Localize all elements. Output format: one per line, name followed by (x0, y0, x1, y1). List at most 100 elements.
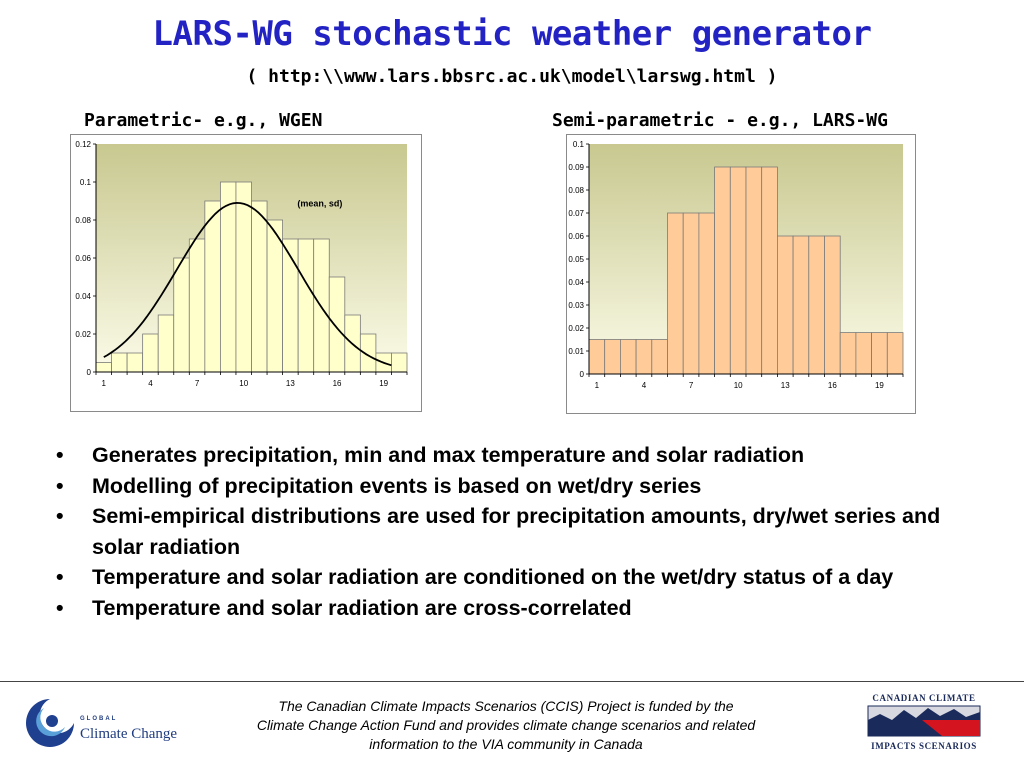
x-tick-label: 7 (689, 381, 694, 390)
bar (604, 339, 621, 375)
y-tick-label: 0.05 (568, 255, 584, 264)
source-url: ( http:\\www.lars.bbsrc.ac.uk\model\lars… (246, 66, 778, 87)
bar (698, 212, 715, 375)
bullet-text: Temperature and solar radiation are cros… (92, 595, 632, 620)
parametric-chart: 0 0.02 0.04 0.06 0.08 0.1 0.12 1 4 7 10 13 16 19 (mean… (70, 134, 422, 412)
bar (745, 166, 763, 375)
bar (776, 235, 794, 375)
bullet-dot: • (56, 473, 64, 498)
global-climate-change-logo: GLOBAL Climate Change (26, 699, 177, 747)
x-tick-label: 13 (781, 381, 790, 390)
bar (142, 333, 159, 373)
bar (95, 362, 112, 373)
parametric-chart-svg: 0 0.02 0.04 0.06 0.08 0.1 0.12 1 4 7 10 13 16 19 (mean… (75, 140, 408, 388)
bar (839, 332, 857, 375)
x-tick-label: 4 (148, 379, 153, 388)
y-tick-label: 0.06 (75, 254, 91, 263)
bar (219, 181, 237, 373)
bar (808, 235, 825, 375)
bar (188, 238, 206, 373)
bar (391, 352, 408, 373)
y-tick-label: 0.06 (568, 232, 584, 241)
bar (651, 339, 668, 375)
y-tick-label: 0.08 (75, 216, 91, 225)
bar (251, 200, 268, 373)
bullet-item: • Modelling of precipitation events is ba… (56, 471, 986, 502)
y-tick-label: 0.01 (568, 347, 584, 356)
bullet-dot: • (56, 504, 64, 528)
bar (297, 238, 315, 373)
bar (157, 314, 175, 373)
bullet-item: • Semi-empirical distributions are used f… (56, 501, 986, 562)
y-tick-label: 0 (580, 370, 585, 379)
bar (886, 332, 904, 375)
x-tick-label: 1 (595, 381, 600, 390)
bar (792, 235, 810, 375)
semi-parametric-chart-svg: 0 0.01 0.02 0.03 0.04 0.05 0.06 0.07 0.08 0.09 0.1… (568, 140, 904, 390)
bar (635, 339, 653, 375)
bar (729, 166, 747, 375)
bullet-item: • Temperature and solar radiation are cro… (56, 593, 986, 624)
bar (313, 238, 330, 373)
y-tick-label: 0.1 (80, 178, 92, 187)
curve-annotation: (mean, sd) (297, 199, 342, 209)
right-chart-heading: Semi-parametric - e.g., LARS-WG (552, 110, 888, 131)
logo-climate-change-text: Climate Change (80, 726, 177, 742)
y-tick-label: 0.04 (568, 278, 584, 287)
bar (761, 166, 778, 375)
y-tick-label: 0.09 (568, 163, 584, 172)
bullet-dot: • (56, 565, 64, 589)
x-tick-label: 4 (642, 381, 647, 390)
y-tick-label: 0.1 (573, 140, 585, 149)
y-tick-label: 0.02 (75, 330, 91, 339)
bar (204, 200, 221, 373)
ccis-logo: CANADIAN CLIMATE IMPACTS SCENARIOS (867, 693, 981, 751)
bar (588, 339, 606, 375)
bullet-dot: • (56, 595, 64, 620)
y-tick-label: 0.03 (568, 301, 584, 310)
logo-canadian-climate-text: CANADIAN CLIMATE (872, 693, 975, 703)
x-tick-label: 7 (195, 379, 200, 388)
bar (871, 332, 888, 375)
bar (328, 276, 346, 373)
x-tick-label: 10 (734, 381, 743, 390)
bullet-text: Semi-empirical distributions are used fo… (92, 504, 941, 559)
x-tick-label: 10 (239, 379, 248, 388)
bar (266, 219, 284, 373)
bullet-item: • Generates precipitation, min and max te… (56, 440, 986, 471)
logo-impacts-scenarios-text: IMPACTS SCENARIOS (871, 741, 977, 751)
x-tick-label: 19 (379, 379, 388, 388)
bar (824, 235, 841, 375)
bar (714, 166, 731, 375)
y-tick-label: 0 (87, 368, 92, 377)
bar (682, 212, 700, 375)
footer-line: information to the VIA community in Cana… (369, 736, 643, 752)
y-tick-label: 0.04 (75, 292, 91, 301)
left-chart-heading: Parametric- e.g., WGEN (84, 110, 323, 131)
bullet-item: • Temperature and solar radiation are con… (56, 562, 986, 593)
y-tick-label: 0.08 (568, 186, 584, 195)
bar (282, 238, 299, 373)
bar (855, 332, 872, 375)
bar (620, 339, 637, 375)
footer-line: Climate Change Action Fund and provides … (256, 717, 756, 733)
bullet-text: Temperature and solar radiation are cond… (92, 565, 894, 589)
x-tick-label: 16 (333, 379, 342, 388)
y-tick-label: 0.02 (568, 324, 584, 333)
bar (126, 352, 144, 373)
x-tick-label: 13 (286, 379, 295, 388)
x-tick-label: 1 (102, 379, 107, 388)
x-tick-label: 19 (875, 381, 884, 390)
bar (173, 257, 190, 373)
footer-funding-note: The Canadian Climate Impacts Scenarios (… (196, 697, 816, 754)
bar (667, 212, 684, 375)
footer-divider (0, 681, 1024, 682)
swirl-icon (26, 699, 74, 747)
logo-global-text: GLOBAL (80, 716, 117, 722)
y-tick-label: 0.12 (75, 140, 91, 149)
footer-line: The Canadian Climate Impacts Scenarios (… (278, 698, 734, 714)
x-tick-label: 16 (828, 381, 837, 390)
bar (235, 181, 252, 373)
semi-parametric-chart: 0 0.01 0.02 0.03 0.04 0.05 0.06 0.07 0.08 0.09 0.1… (566, 134, 916, 414)
bar (111, 352, 128, 373)
